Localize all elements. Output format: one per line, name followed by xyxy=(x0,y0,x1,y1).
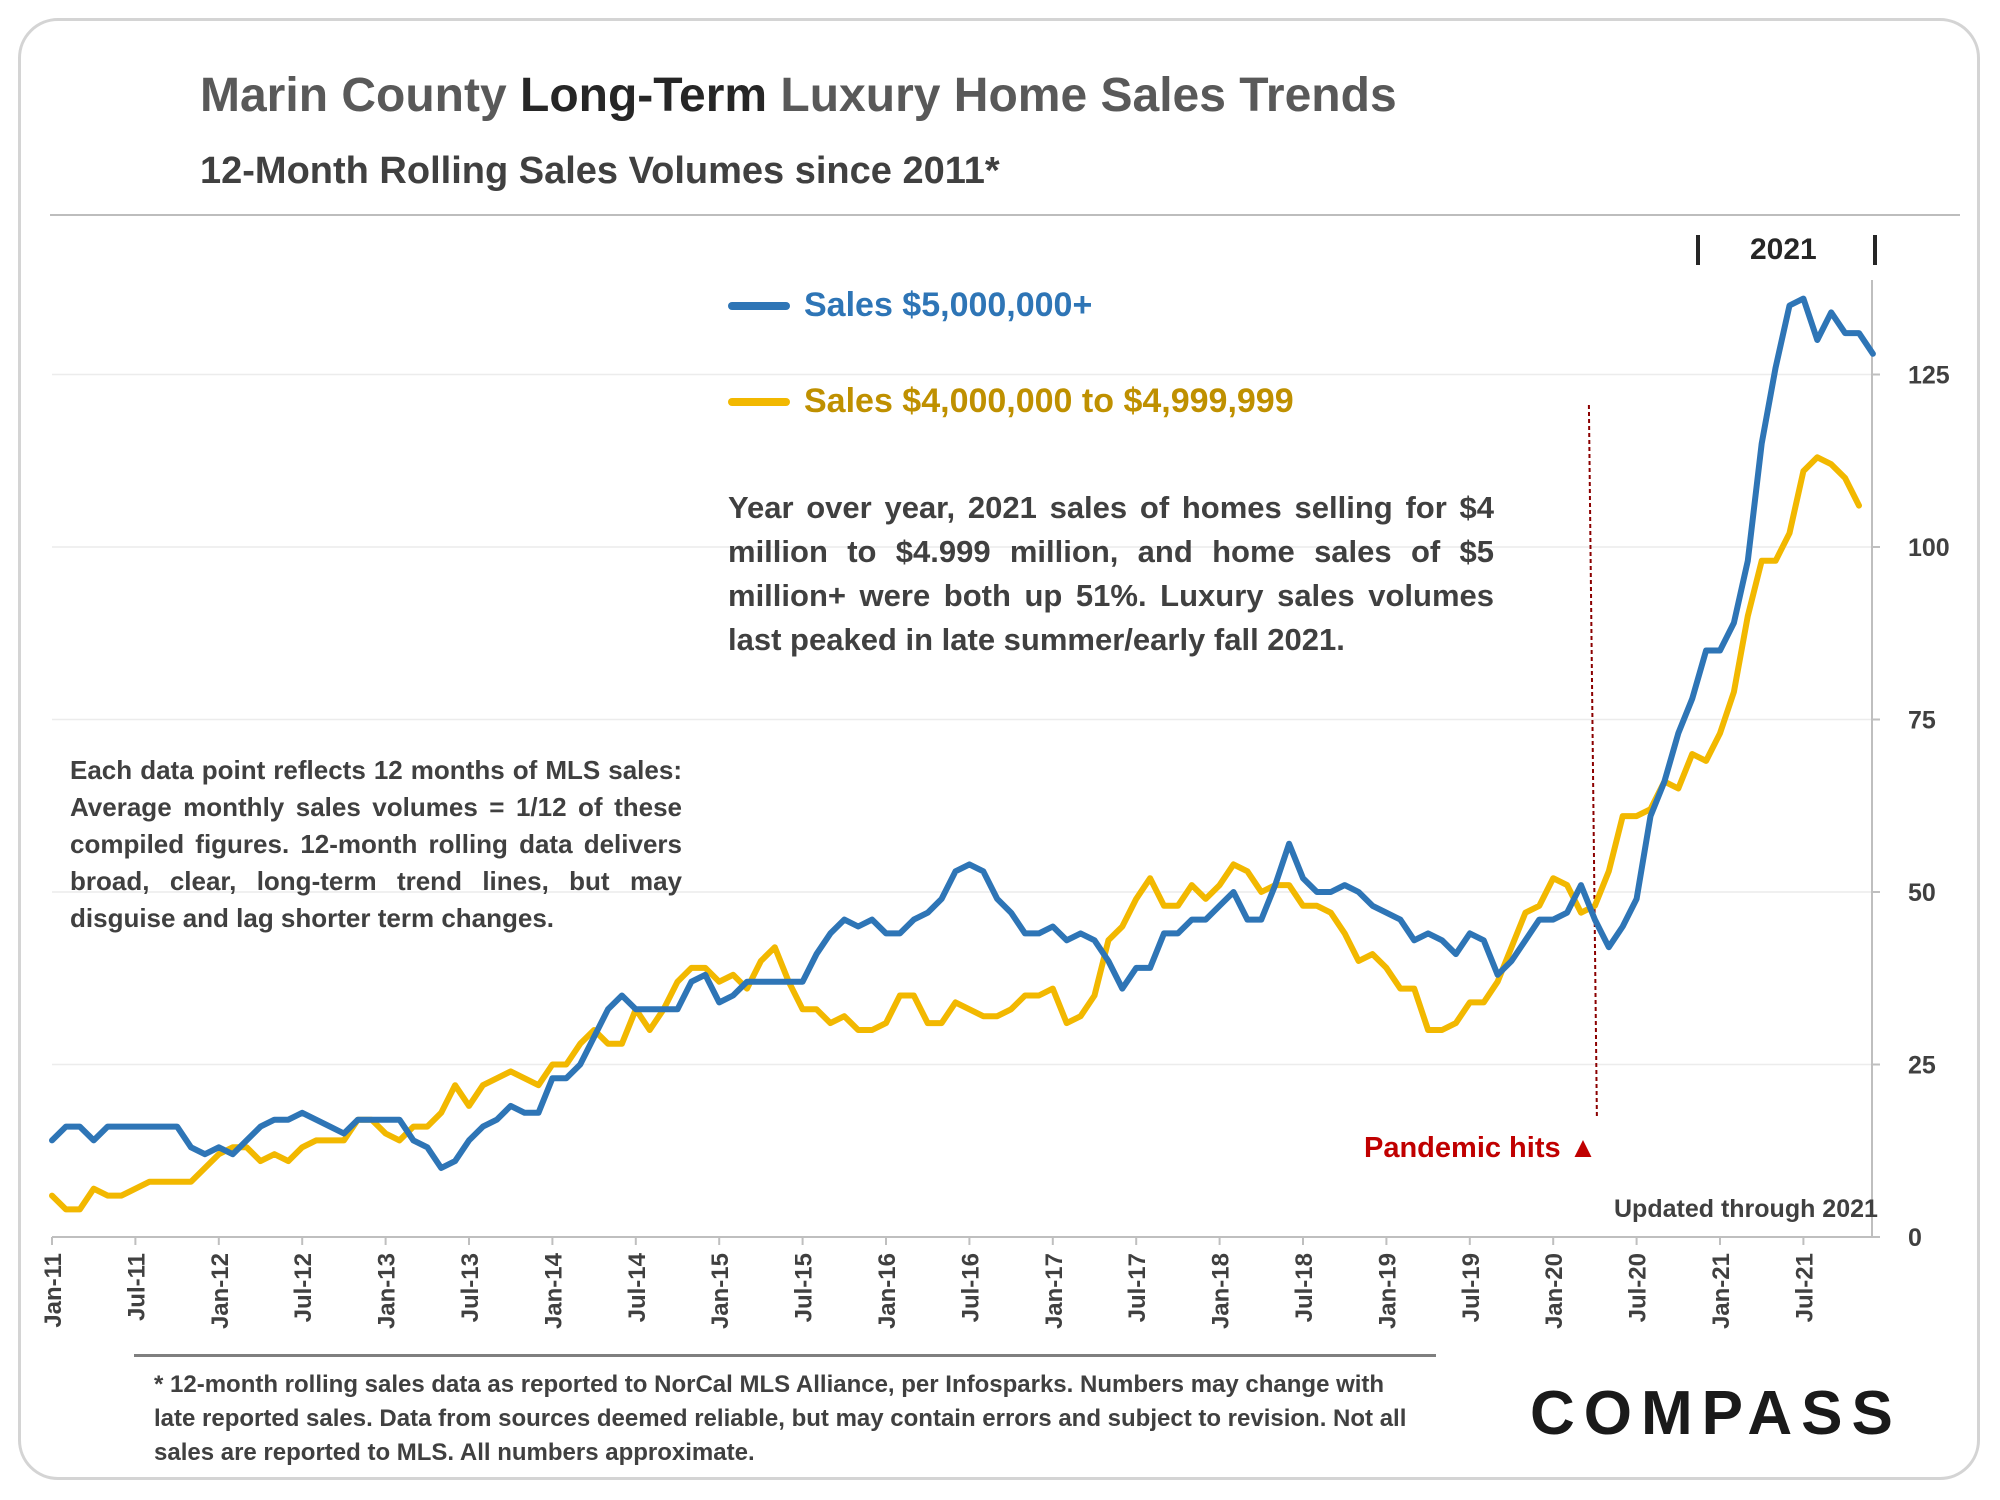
x-tick-label: Jul-13 xyxy=(457,1253,484,1322)
series-line-5m-plus xyxy=(49,295,1876,1171)
x-tick-label: Jul-21 xyxy=(1791,1253,1818,1322)
x-tick-label: Jan-14 xyxy=(540,1252,567,1329)
y-tick-label: 25 xyxy=(1908,1052,1936,1080)
x-tick-label: Jan-15 xyxy=(707,1253,734,1329)
x-tick-label: Jul-15 xyxy=(791,1253,818,1322)
y-tick-label: 125 xyxy=(1908,362,1950,390)
year-bracket: 2021 xyxy=(1696,232,1877,267)
x-tick-label: Jul-19 xyxy=(1458,1253,1485,1322)
chart-title: Marin County Long-Term Luxury Home Sales… xyxy=(200,69,1397,122)
x-tick-label: Jul-17 xyxy=(1124,1253,1151,1322)
y-tick-label: 50 xyxy=(1908,879,1936,907)
legend-item-4m-5m: Sales $4,000,000 to $4,999,999 xyxy=(728,382,1294,421)
x-tick-label: Jan-16 xyxy=(874,1253,901,1329)
legend-label-5m-plus: Sales $5,000,000+ xyxy=(804,286,1093,324)
y-tick-label: 0 xyxy=(1908,1224,1922,1252)
chart-subtitle: 12-Month Rolling Sales Volumes since 201… xyxy=(200,150,1000,192)
footer-divider xyxy=(134,1354,1436,1357)
x-tick-label: Jul-11 xyxy=(123,1253,150,1321)
methodology-note: Each data point reflects 12 months of ML… xyxy=(70,755,682,933)
year-bracket-label: 2021 xyxy=(1750,233,1817,267)
x-tick-label: Jan-20 xyxy=(1541,1253,1568,1329)
pandemic-marker-line xyxy=(1587,404,1598,1119)
compass-logo: COMPASS xyxy=(1530,1379,1902,1448)
x-tick-label: Jan-13 xyxy=(374,1253,401,1329)
legend-item-5m-plus: Sales $5,000,000+ xyxy=(728,286,1092,325)
x-tick-label: Jan-17 xyxy=(1041,1253,1068,1329)
x-tick-label: Jan-12 xyxy=(207,1253,234,1329)
footnote: * 12-month rolling sales data as reporte… xyxy=(154,1371,1407,1466)
x-tick-label: Jul-18 xyxy=(1291,1253,1318,1322)
x-tick-label: Jan-19 xyxy=(1374,1253,1401,1329)
pandemic-label: Pandemic hits ▲ xyxy=(1364,1132,1598,1164)
title-divider xyxy=(50,214,1960,216)
x-tick-label: Jul-14 xyxy=(624,1252,651,1322)
x-tick-label: Jan-21 xyxy=(1708,1253,1735,1329)
legend-swatch-yellow xyxy=(728,397,790,406)
x-tick-label: Jul-16 xyxy=(957,1253,984,1322)
x-tick-label: Jul-20 xyxy=(1625,1253,1652,1322)
y-tick-label: 100 xyxy=(1908,534,1950,562)
legend-swatch-blue xyxy=(728,301,790,310)
x-tick-label: Jul-12 xyxy=(290,1253,317,1322)
legend-label-4m-5m: Sales $4,000,000 to $4,999,999 xyxy=(804,382,1294,420)
yoy-note: Year over year, 2021 sales of homes sell… xyxy=(728,490,1494,657)
y-tick-label: 75 xyxy=(1908,707,1936,735)
title-emphasis: Long-Term xyxy=(520,69,768,122)
x-tick-label: Jan-11 xyxy=(40,1253,67,1328)
updated-label: Updated through 2021 xyxy=(1614,1195,1878,1223)
x-tick-label: Jan-18 xyxy=(1208,1253,1235,1329)
